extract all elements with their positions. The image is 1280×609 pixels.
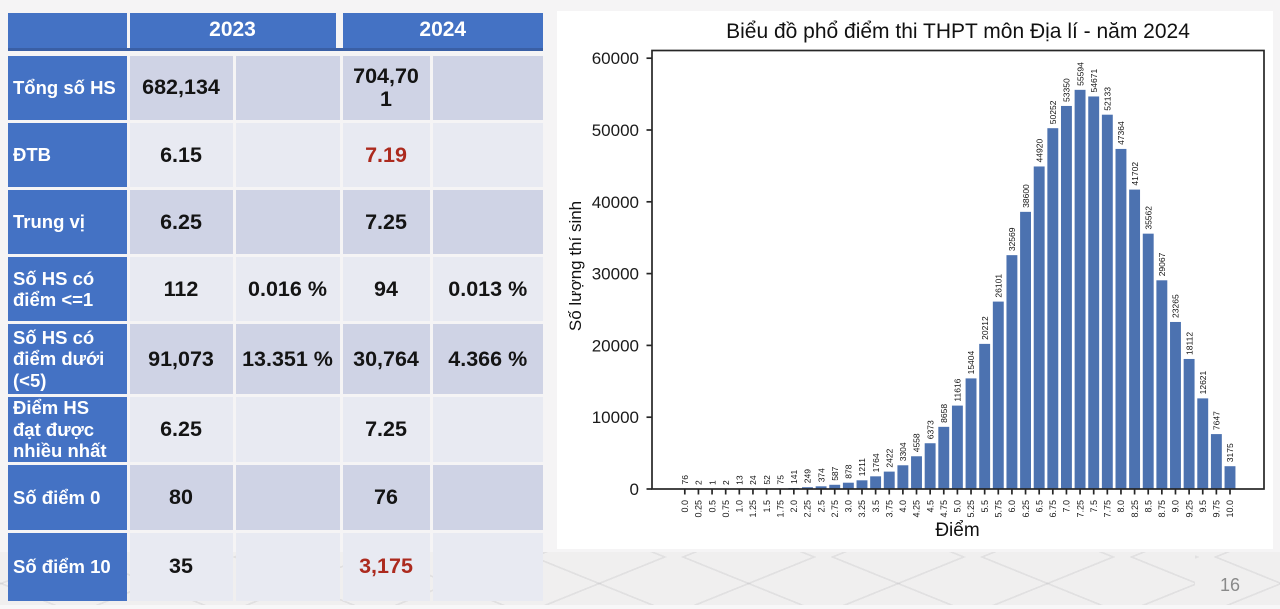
svg-text:6.25: 6.25 [1021, 500, 1031, 518]
svg-text:9.75: 9.75 [1212, 500, 1222, 518]
svg-text:5.0: 5.0 [953, 500, 963, 513]
svg-text:8.75: 8.75 [1157, 500, 1167, 518]
svg-text:8658: 8658 [939, 404, 949, 423]
svg-text:7.5: 7.5 [1089, 500, 1099, 513]
svg-text:26101: 26101 [993, 274, 1003, 298]
svg-text:3.0: 3.0 [844, 500, 854, 513]
svg-text:2: 2 [721, 480, 731, 485]
svg-text:32569: 32569 [1007, 227, 1017, 251]
svg-text:7647: 7647 [1212, 411, 1222, 430]
svg-text:0.0: 0.0 [680, 500, 690, 513]
svg-text:13: 13 [735, 475, 745, 485]
svg-text:30000: 30000 [592, 265, 639, 284]
svg-text:249: 249 [803, 469, 813, 483]
svg-text:6.5: 6.5 [1034, 500, 1044, 513]
svg-text:47364: 47364 [1116, 121, 1126, 145]
svg-text:1.25: 1.25 [748, 500, 758, 518]
svg-text:18112: 18112 [1184, 332, 1194, 355]
svg-text:29067: 29067 [1157, 252, 1167, 276]
svg-text:374: 374 [816, 468, 826, 482]
svg-text:8.25: 8.25 [1130, 500, 1140, 518]
svg-text:4.5: 4.5 [925, 500, 935, 513]
svg-text:3.25: 3.25 [857, 500, 867, 518]
svg-text:1764: 1764 [871, 453, 881, 472]
svg-text:1.0: 1.0 [735, 500, 745, 513]
svg-text:9.0: 9.0 [1171, 500, 1181, 513]
svg-text:878: 878 [844, 464, 854, 478]
svg-text:7.75: 7.75 [1103, 500, 1113, 518]
svg-text:8.5: 8.5 [1143, 500, 1153, 513]
svg-text:40000: 40000 [592, 193, 639, 212]
svg-text:2.0: 2.0 [789, 500, 799, 513]
svg-text:50000: 50000 [592, 121, 639, 140]
svg-text:4558: 4558 [912, 433, 922, 452]
svg-text:35562: 35562 [1143, 206, 1153, 230]
svg-text:44920: 44920 [1034, 139, 1044, 163]
svg-text:2.5: 2.5 [816, 500, 826, 513]
svg-text:20212: 20212 [980, 316, 990, 340]
svg-text:2.25: 2.25 [803, 500, 813, 518]
svg-text:1.75: 1.75 [775, 500, 785, 518]
svg-text:9.5: 9.5 [1198, 500, 1208, 513]
svg-text:8.0: 8.0 [1116, 500, 1126, 513]
svg-text:10000: 10000 [592, 408, 639, 427]
svg-text:52: 52 [762, 475, 772, 485]
svg-text:50252: 50252 [1048, 100, 1058, 124]
svg-text:12621: 12621 [1198, 370, 1208, 394]
svg-text:3304: 3304 [898, 442, 908, 461]
svg-text:Số lượng thí sinh: Số lượng thí sinh [566, 201, 585, 331]
svg-text:3175: 3175 [1225, 443, 1235, 462]
svg-text:7.25: 7.25 [1075, 500, 1085, 518]
svg-text:20000: 20000 [592, 336, 639, 355]
svg-text:60000: 60000 [592, 49, 639, 68]
svg-text:38600: 38600 [1021, 184, 1031, 208]
svg-text:2: 2 [694, 480, 704, 485]
svg-text:0.25: 0.25 [694, 500, 704, 518]
svg-text:53350: 53350 [1062, 78, 1072, 102]
svg-text:1211: 1211 [857, 458, 867, 477]
svg-text:5.5: 5.5 [980, 500, 990, 513]
svg-text:6.0: 6.0 [1007, 500, 1017, 513]
svg-text:3.75: 3.75 [884, 500, 894, 518]
svg-text:76: 76 [680, 475, 690, 485]
svg-text:75: 75 [775, 475, 785, 485]
svg-text:Điểm: Điểm [935, 520, 979, 541]
svg-text:141: 141 [789, 470, 799, 484]
svg-text:6.75: 6.75 [1048, 500, 1058, 518]
svg-text:2.75: 2.75 [830, 500, 840, 518]
svg-text:4.0: 4.0 [898, 500, 908, 513]
svg-text:52133: 52133 [1103, 87, 1113, 111]
svg-text:2422: 2422 [884, 448, 894, 467]
svg-text:54671: 54671 [1089, 69, 1099, 93]
svg-text:10.0: 10.0 [1225, 500, 1235, 518]
svg-text:4.25: 4.25 [912, 500, 922, 518]
svg-text:0.75: 0.75 [721, 500, 731, 518]
svg-text:0: 0 [630, 480, 639, 499]
svg-text:9.25: 9.25 [1184, 500, 1194, 518]
svg-text:11616: 11616 [953, 378, 963, 401]
svg-text:Biểu đồ phổ điểm thi THPT môn: Biểu đồ phổ điểm thi THPT môn Địa lí - n… [726, 20, 1190, 43]
svg-text:1: 1 [707, 480, 717, 485]
svg-text:3.5: 3.5 [871, 500, 881, 513]
svg-text:15404: 15404 [966, 350, 976, 374]
svg-text:587: 587 [830, 466, 840, 480]
svg-text:41702: 41702 [1130, 162, 1140, 186]
svg-text:55594: 55594 [1075, 62, 1085, 86]
svg-text:6373: 6373 [925, 420, 935, 439]
svg-text:24: 24 [748, 475, 758, 485]
svg-text:1.5: 1.5 [762, 500, 772, 513]
svg-text:23265: 23265 [1171, 294, 1181, 318]
svg-text:4.75: 4.75 [939, 500, 949, 518]
svg-text:0.5: 0.5 [707, 500, 717, 513]
svg-text:5.75: 5.75 [993, 500, 1003, 518]
svg-text:5.25: 5.25 [966, 500, 976, 518]
svg-text:7.0: 7.0 [1062, 500, 1072, 513]
